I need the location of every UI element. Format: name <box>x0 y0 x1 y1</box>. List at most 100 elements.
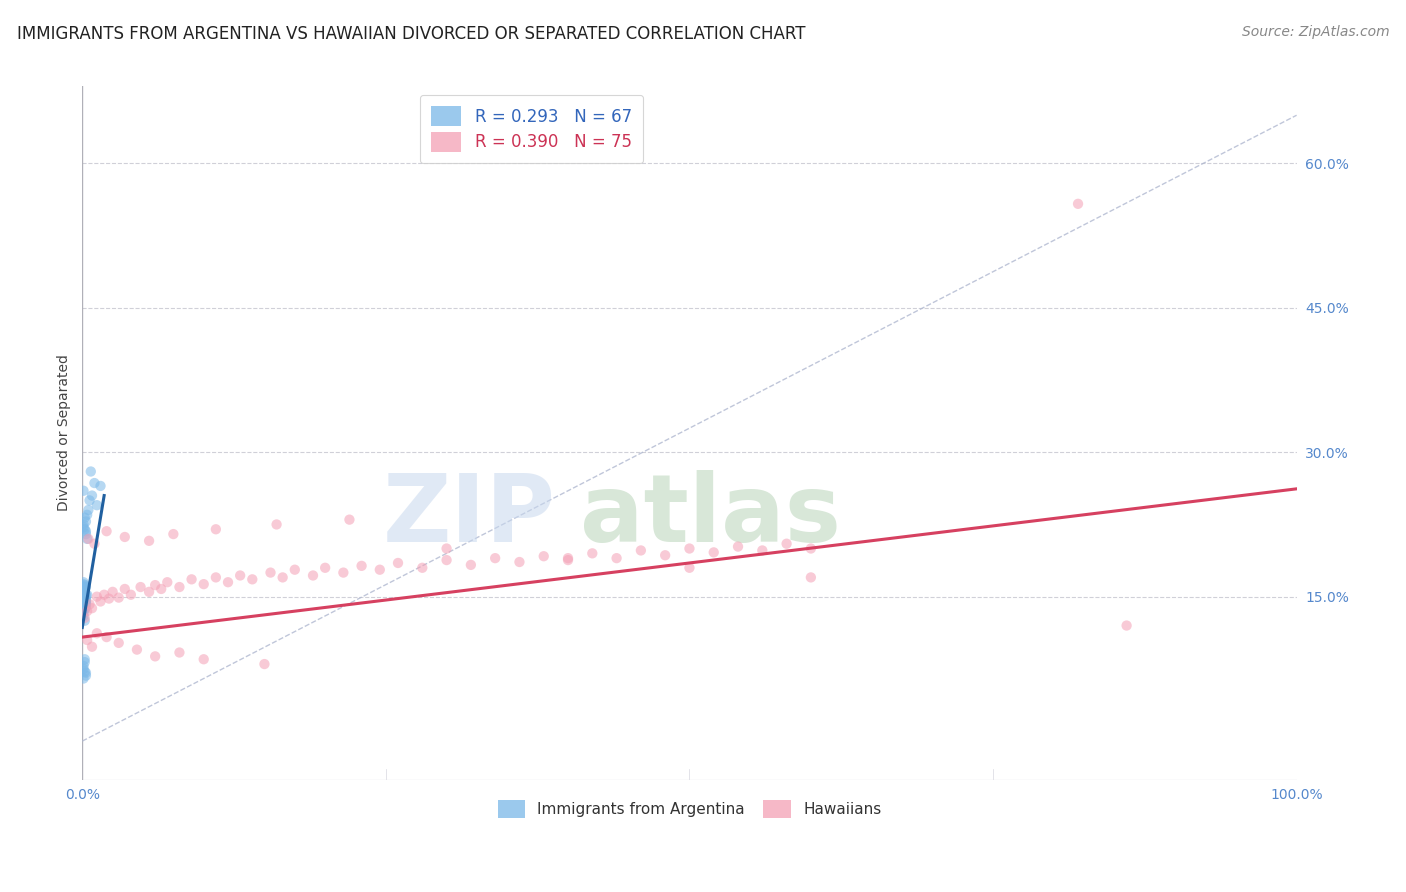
Point <box>73 655 96 669</box>
Point <box>73 522 96 536</box>
Point <box>72 603 94 617</box>
Point <box>73 595 96 609</box>
Point <box>368 563 391 577</box>
Point <box>107 636 129 650</box>
Point <box>76 532 98 546</box>
Point <box>557 553 579 567</box>
Point <box>508 555 530 569</box>
Point <box>73 599 96 613</box>
Point <box>630 543 652 558</box>
Point <box>436 553 458 567</box>
Point <box>83 476 105 491</box>
Point <box>72 593 94 607</box>
Point <box>86 590 108 604</box>
Point <box>75 598 97 612</box>
Point <box>73 611 96 625</box>
Legend: Immigrants from Argentina, Hawaiians: Immigrants from Argentina, Hawaiians <box>492 794 887 824</box>
Point <box>284 563 307 577</box>
Point <box>73 582 96 596</box>
Point <box>80 489 103 503</box>
Point <box>253 657 276 671</box>
Point <box>217 575 239 590</box>
Point <box>75 524 97 539</box>
Point <box>120 588 142 602</box>
Point <box>80 465 103 479</box>
Point <box>387 556 409 570</box>
Point <box>114 582 136 596</box>
Point <box>75 595 97 609</box>
Point <box>114 530 136 544</box>
Point <box>162 527 184 541</box>
Point <box>143 578 166 592</box>
Point <box>83 537 105 551</box>
Point <box>73 591 96 605</box>
Point <box>350 558 373 573</box>
Point <box>229 568 252 582</box>
Point <box>72 517 94 532</box>
Point <box>79 598 101 612</box>
Point <box>129 580 152 594</box>
Point <box>73 589 96 603</box>
Point <box>72 580 94 594</box>
Point <box>89 594 111 608</box>
Point <box>557 551 579 566</box>
Point <box>80 640 103 654</box>
Point <box>75 592 97 607</box>
Point <box>73 581 96 595</box>
Point <box>73 583 96 598</box>
Point <box>138 533 160 548</box>
Point <box>72 575 94 590</box>
Point <box>75 665 97 680</box>
Point <box>678 541 700 556</box>
Point <box>125 642 148 657</box>
Point <box>72 662 94 676</box>
Point <box>271 570 294 584</box>
Point <box>73 614 96 628</box>
Text: ZIP: ZIP <box>382 470 555 562</box>
Point <box>101 585 124 599</box>
Point <box>107 591 129 605</box>
Point <box>1115 618 1137 632</box>
Point <box>75 594 97 608</box>
Point <box>75 527 97 541</box>
Point <box>73 591 96 606</box>
Point <box>240 572 263 586</box>
Point <box>302 568 325 582</box>
Point <box>89 479 111 493</box>
Point <box>72 582 94 596</box>
Point <box>96 524 118 539</box>
Point <box>654 548 676 562</box>
Point <box>678 561 700 575</box>
Point <box>411 561 433 575</box>
Point <box>606 551 628 566</box>
Point <box>72 672 94 686</box>
Point <box>75 588 97 602</box>
Point <box>751 543 773 558</box>
Point <box>193 577 215 591</box>
Point <box>72 608 94 623</box>
Point <box>339 513 361 527</box>
Point <box>86 498 108 512</box>
Point <box>79 493 101 508</box>
Point <box>72 659 94 673</box>
Point <box>205 522 228 536</box>
Point <box>75 515 97 529</box>
Point <box>75 600 97 615</box>
Point <box>332 566 354 580</box>
Point <box>800 541 823 556</box>
Point <box>150 582 173 596</box>
Point <box>180 572 202 586</box>
Point <box>72 585 94 599</box>
Point <box>73 592 96 607</box>
Point <box>72 606 94 620</box>
Point <box>77 503 100 517</box>
Point <box>76 604 98 618</box>
Point <box>96 630 118 644</box>
Point <box>436 541 458 556</box>
Point <box>169 580 191 594</box>
Point <box>72 601 94 615</box>
Text: Source: ZipAtlas.com: Source: ZipAtlas.com <box>1241 25 1389 39</box>
Point <box>80 601 103 615</box>
Point <box>533 549 555 564</box>
Point <box>98 591 121 606</box>
